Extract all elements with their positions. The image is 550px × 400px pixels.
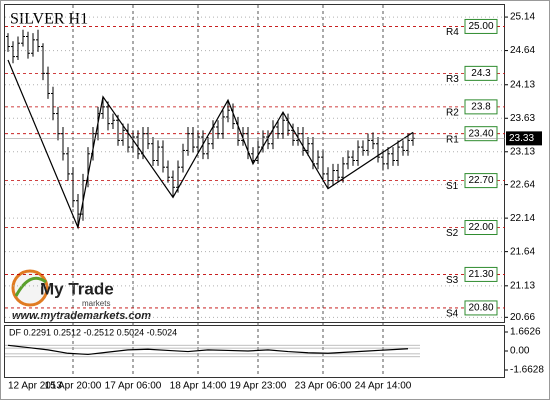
- level-name: S1: [446, 181, 459, 192]
- current-price-label: 23.33: [509, 133, 534, 144]
- level-box: [464, 18, 498, 34]
- level-price: 22.00: [468, 222, 493, 233]
- level-price: 20.80: [468, 303, 493, 314]
- level-price: 23.8: [471, 102, 491, 113]
- logo-tagline: markets: [82, 299, 110, 308]
- level-price: 22.70: [468, 175, 493, 186]
- y-tick-label: 20.66: [510, 312, 535, 323]
- y-tick-label: 22.64: [510, 179, 535, 190]
- current-price-box: [506, 131, 542, 146]
- y-tick-label: 21.13: [510, 280, 535, 291]
- y-tick-label: 25.14: [510, 12, 535, 23]
- level-name: S2: [446, 228, 459, 239]
- logo: My Trade markets www.mytrademarkets.com: [11, 269, 151, 322]
- level-name: S4: [446, 309, 459, 320]
- indicator-panel: [4, 325, 505, 378]
- main-panel: [4, 4, 505, 323]
- level-name: R4: [446, 27, 459, 38]
- level-box: [464, 65, 498, 81]
- chart-title: SILVER H1: [10, 11, 88, 28]
- indicator-title: DF 0.2291 0.2512 -0.2512 0.5024 -0.5024: [9, 327, 177, 337]
- x-tick-label: 24 Apr 14:00: [355, 381, 412, 392]
- level-price: 24.3: [471, 68, 491, 79]
- y-tick-label: 23.13: [510, 146, 535, 157]
- level-box: [464, 220, 498, 236]
- level-price: 21.30: [468, 269, 493, 280]
- level-name: R3: [446, 74, 459, 85]
- logo-name: My Trade: [40, 279, 114, 298]
- y-tick-label: 22.14: [510, 213, 535, 224]
- indicator-line: [7, 344, 409, 356]
- zigzag-line: [7, 59, 414, 230]
- level-name: R2: [446, 108, 459, 119]
- x-tick-label: 17 Apr 06:00: [105, 381, 162, 392]
- level-box: [464, 99, 498, 115]
- level-box: [464, 266, 498, 282]
- y-tick-label: 23.63: [510, 113, 535, 124]
- level-box: [464, 126, 498, 142]
- level-box: [464, 300, 498, 316]
- x-tick-label: 19 Apr 23:00: [230, 381, 287, 392]
- x-tick-label: 18 Apr 14:00: [170, 381, 227, 392]
- y-tick-label: 1.6626: [510, 327, 541, 338]
- x-tick-label: 15 Apr 20:00: [45, 381, 102, 392]
- level-box: [464, 173, 498, 189]
- level-name: S3: [446, 275, 459, 286]
- logo-url: www.mytrademarkets.com: [12, 310, 151, 322]
- y-tick-label: 24.13: [510, 79, 535, 90]
- y-tick-label: 24.64: [510, 45, 535, 56]
- level-name: R1: [446, 134, 459, 145]
- y-tick-label: 21.64: [510, 246, 535, 257]
- logo-swoosh: [14, 276, 47, 297]
- x-tick-label: 23 Apr 06:00: [295, 381, 352, 392]
- y-tick-label: -1.6628: [510, 365, 544, 376]
- x-tick-label: 12 Apr 2013: [8, 381, 62, 392]
- level-price: 25.00: [468, 21, 493, 32]
- y-tick-label: 0.00: [510, 346, 530, 357]
- level-price: 23.40: [468, 128, 493, 139]
